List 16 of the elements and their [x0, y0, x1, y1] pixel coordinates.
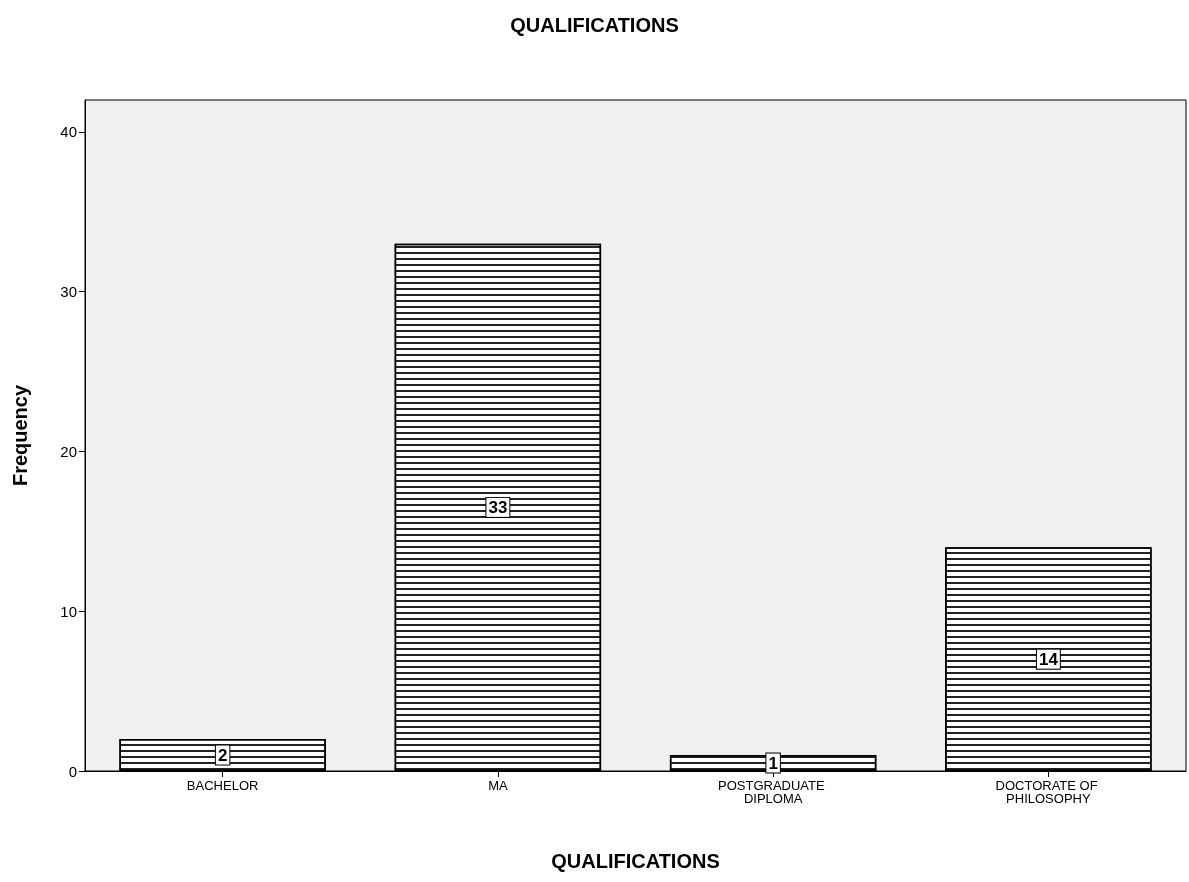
- y-axis-title: Frequency: [9, 384, 31, 487]
- x-tick-label: MA: [488, 778, 508, 793]
- y-tick-label: 10: [60, 602, 77, 620]
- x-tick-label: BACHELOR: [186, 778, 259, 793]
- y-tick-label: 0: [68, 762, 77, 780]
- y-tick-label: 20: [60, 442, 77, 460]
- chart-title: QUALIFICATIONS: [510, 14, 679, 36]
- x-tick-label: POSTGRADUATE DIPLOMA: [717, 778, 829, 806]
- data-label: 1: [768, 753, 778, 773]
- x-axis-title: QUALIFICATIONS: [551, 850, 720, 872]
- x-tick-label: DOCTORATE OF PHILOSOPHY: [995, 778, 1102, 806]
- y-tick-label: 30: [60, 283, 77, 301]
- y-tick-label: 40: [60, 123, 77, 141]
- data-label: 14: [1038, 649, 1059, 669]
- data-label: 33: [488, 497, 508, 517]
- data-label: 2: [217, 745, 228, 765]
